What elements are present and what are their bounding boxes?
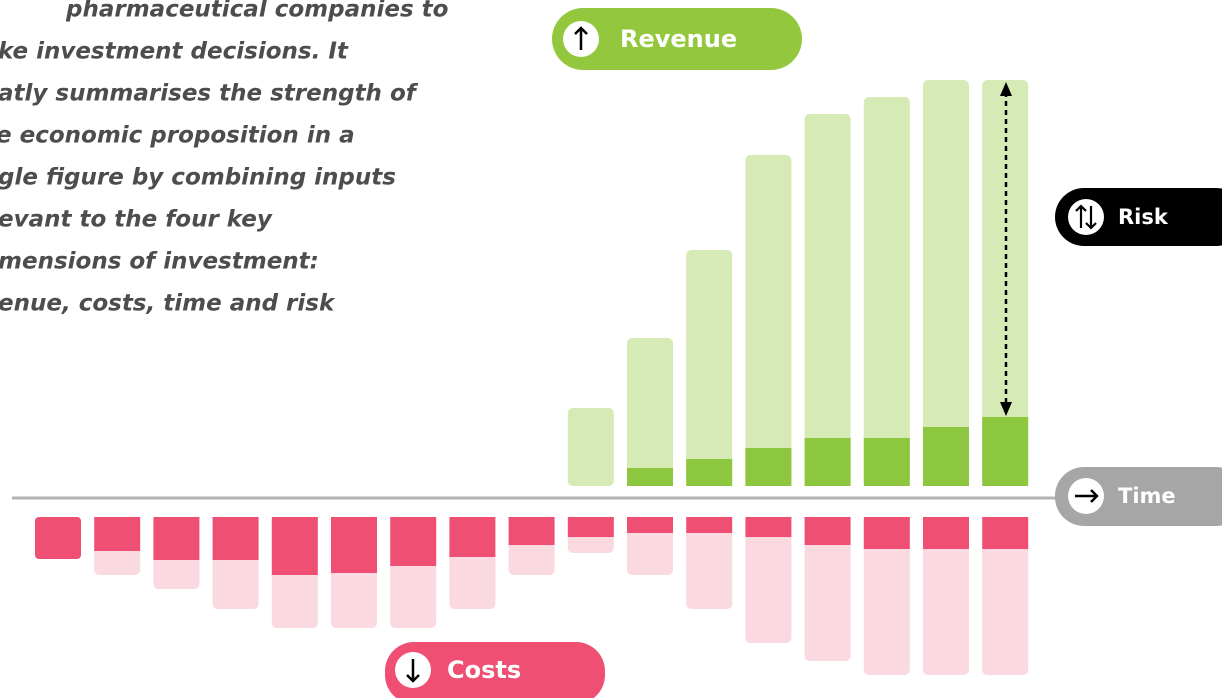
time-label: Time	[1118, 484, 1176, 508]
paragraph-line: gle figure by combining inputs	[0, 165, 396, 191]
cost-bar	[745, 517, 792, 537]
cost-bar-light	[686, 527, 733, 609]
cost-bar	[212, 517, 259, 560]
paragraph-line: mensions of investment:	[0, 249, 319, 275]
cost-bar	[94, 517, 141, 551]
cost-bar-light	[982, 543, 1029, 675]
cost-bar-light	[94, 545, 141, 575]
revenue-bar-light	[567, 408, 614, 486]
cost-bar	[508, 517, 555, 545]
arrow-head	[1000, 82, 1012, 96]
paragraph-line: enue, costs, time and risk	[0, 291, 336, 317]
cost-bar-light	[390, 560, 437, 628]
costs-label: Costs	[447, 656, 521, 684]
cost-bar-light	[627, 527, 673, 575]
cost-bar	[923, 517, 969, 549]
cost-bar	[627, 517, 673, 533]
revenue-pill	[552, 8, 802, 70]
cost-bar	[863, 517, 910, 549]
icon-arrow	[1075, 489, 1099, 503]
icon-arrow	[406, 659, 420, 683]
cost-bar-light	[863, 543, 910, 675]
risk-label: Risk	[1118, 205, 1169, 229]
description: pharmaceutical companies to ke investment…	[0, 0, 448, 317]
revenue-bar	[923, 427, 969, 486]
cost-bar	[271, 517, 318, 575]
paragraph-line: e economic proposition in a	[0, 123, 355, 149]
revenue-bar	[982, 417, 1029, 486]
revenue-bar-light	[745, 155, 792, 486]
arrow-head	[1000, 402, 1012, 416]
revenue-bar	[627, 468, 673, 486]
revenue-bar-light	[686, 250, 733, 486]
cost-bar-light	[212, 554, 259, 609]
cost-bar	[35, 517, 81, 559]
revenue-bar	[804, 438, 851, 486]
cost-bar	[331, 517, 377, 573]
cost-bar-light	[153, 554, 200, 589]
cost-bar-light	[804, 539, 851, 661]
revenue-label: Revenue	[620, 25, 737, 53]
cost-bar-light	[745, 531, 792, 643]
cost-bar	[449, 517, 496, 557]
revenue-bar	[863, 438, 910, 486]
cost-bar	[390, 517, 437, 566]
revenue-bar-light	[627, 338, 673, 486]
icon-arrow	[1075, 204, 1097, 230]
bars	[35, 80, 1029, 675]
cost-bar	[804, 517, 851, 545]
risk-pill	[1055, 188, 1222, 246]
paragraph-line: evant to the four key	[0, 207, 273, 233]
cost-bar-light	[508, 539, 555, 575]
cost-bar-light	[271, 569, 318, 628]
revenue-bar	[745, 448, 792, 486]
costs-pill	[385, 642, 605, 698]
cost-bar-light	[331, 567, 377, 628]
cost-bar-light	[923, 543, 969, 675]
paragraph-line: atly summarises the strength of	[0, 81, 419, 107]
paragraph-line: pharmaceutical companies to	[65, 0, 448, 23]
revenue-bar-light	[863, 97, 910, 486]
revenue-bar	[686, 459, 733, 486]
cost-bar	[567, 517, 614, 537]
cost-bar	[153, 517, 200, 560]
icon-arrow	[574, 26, 588, 50]
icon	[1068, 199, 1104, 235]
paragraph-line: ke investment decisions. It	[0, 39, 349, 65]
cost-bar-light	[449, 551, 496, 609]
cost-bar	[982, 517, 1029, 549]
revenue-bar-light	[804, 114, 851, 486]
cost-bar	[686, 517, 733, 533]
revenue-bar-light	[923, 80, 969, 486]
